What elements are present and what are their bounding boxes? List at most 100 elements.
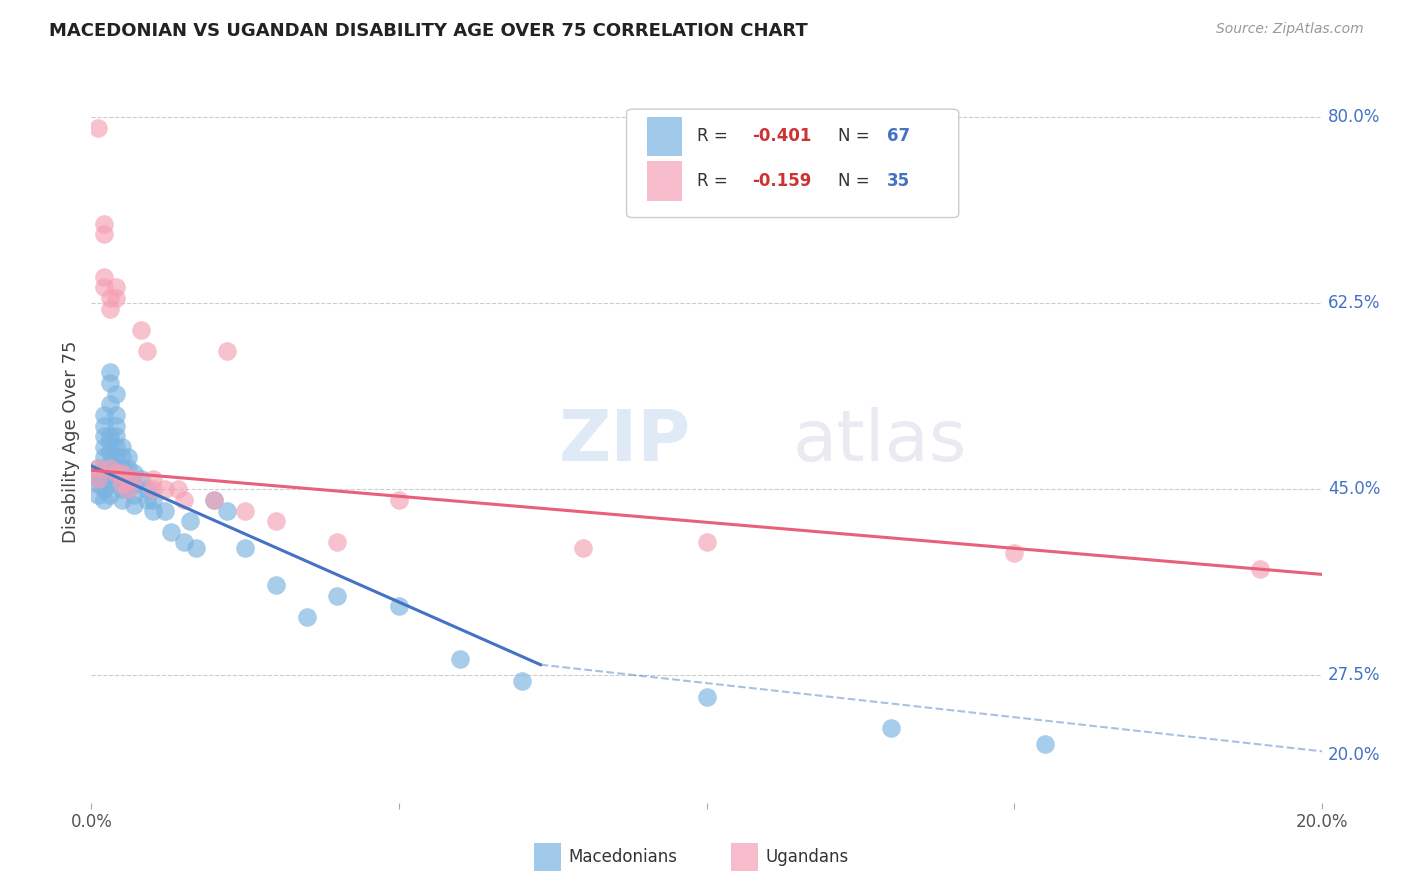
Point (510, 673, 533, 688)
Point (98, 301, 121, 316)
Text: Ugandans: Ugandans (765, 848, 849, 866)
Point (135, 344, 157, 359)
Point (98, 477, 121, 491)
Point (98, 366, 121, 380)
Point (105, 291, 127, 305)
Point (105, 472, 127, 486)
Point (86, 488, 108, 502)
Text: Macedonians: Macedonians (568, 848, 678, 866)
Point (111, 493, 134, 508)
Point (135, 493, 157, 508)
Point (264, 578, 287, 592)
Point (98, 291, 121, 305)
Point (105, 429, 127, 443)
Point (880, 722, 903, 736)
Point (86, 461, 108, 475)
Point (111, 440, 134, 454)
Point (153, 503, 177, 517)
Text: 20.0%: 20.0% (1327, 746, 1381, 764)
Point (124, 498, 146, 512)
Point (98, 456, 121, 470)
Point (124, 477, 146, 491)
Text: 35: 35 (887, 172, 911, 190)
Point (117, 472, 139, 486)
Point (86, 477, 108, 491)
Point (572, 541, 595, 555)
Text: 62.5%: 62.5% (1327, 294, 1381, 312)
Point (93, 217, 115, 231)
Point (117, 450, 139, 465)
Point (98, 445, 121, 459)
Text: ZIP: ZIP (558, 407, 692, 476)
Point (1033, 737, 1056, 751)
Point (142, 503, 165, 517)
Point (215, 344, 238, 359)
Text: MACEDONIAN VS UGANDAN DISABILITY AGE OVER 75 CORRELATION CHART: MACEDONIAN VS UGANDAN DISABILITY AGE OVE… (49, 22, 808, 40)
Point (135, 483, 157, 497)
Bar (647, 117, 682, 156)
Point (111, 450, 134, 465)
Point (388, 493, 411, 508)
Point (105, 418, 127, 433)
Point (179, 514, 201, 528)
Text: N =: N = (838, 128, 875, 145)
Point (93, 227, 115, 242)
Point (117, 472, 139, 486)
Point (86, 472, 108, 486)
Point (142, 472, 165, 486)
Point (93, 269, 115, 284)
Point (1002, 546, 1025, 560)
Point (93, 408, 115, 422)
Text: 45.0%: 45.0% (1327, 481, 1381, 499)
Point (173, 493, 195, 508)
Point (696, 535, 718, 549)
Text: 80.0%: 80.0% (1327, 109, 1381, 127)
Point (93, 418, 115, 433)
Point (98, 397, 121, 411)
Point (388, 599, 411, 614)
Point (326, 589, 349, 603)
Point (98, 461, 121, 475)
Point (86, 472, 108, 486)
Point (129, 323, 152, 337)
Text: 27.5%: 27.5% (1327, 666, 1381, 684)
Text: 67: 67 (887, 128, 911, 145)
Point (215, 503, 238, 517)
Point (449, 652, 471, 666)
Point (105, 450, 127, 465)
Point (124, 467, 146, 481)
Point (117, 483, 139, 497)
Point (153, 483, 177, 497)
Point (173, 535, 195, 549)
Point (111, 477, 134, 491)
Point (98, 467, 121, 481)
Text: -0.401: -0.401 (752, 128, 811, 145)
Text: R =: R = (696, 128, 733, 145)
Bar (647, 161, 682, 201)
Point (233, 503, 256, 517)
Point (105, 467, 127, 481)
Point (111, 483, 134, 497)
Text: Source: ZipAtlas.com: Source: ZipAtlas.com (1216, 22, 1364, 37)
Point (202, 493, 225, 508)
Bar (534, 843, 561, 871)
Point (124, 472, 146, 486)
Point (86, 467, 108, 481)
Bar (731, 843, 758, 871)
Point (160, 524, 183, 539)
Text: -0.159: -0.159 (752, 172, 811, 190)
Point (202, 493, 225, 508)
Point (117, 461, 139, 475)
Y-axis label: Disability Age Over 75: Disability Age Over 75 (62, 340, 80, 543)
Text: R =: R = (696, 172, 733, 190)
Point (166, 483, 188, 497)
Point (98, 376, 121, 390)
Point (86, 121, 108, 136)
Point (696, 690, 718, 704)
Point (142, 493, 165, 508)
Point (233, 541, 256, 555)
Point (111, 472, 134, 486)
Point (93, 493, 115, 508)
Point (93, 450, 115, 465)
Point (264, 514, 287, 528)
